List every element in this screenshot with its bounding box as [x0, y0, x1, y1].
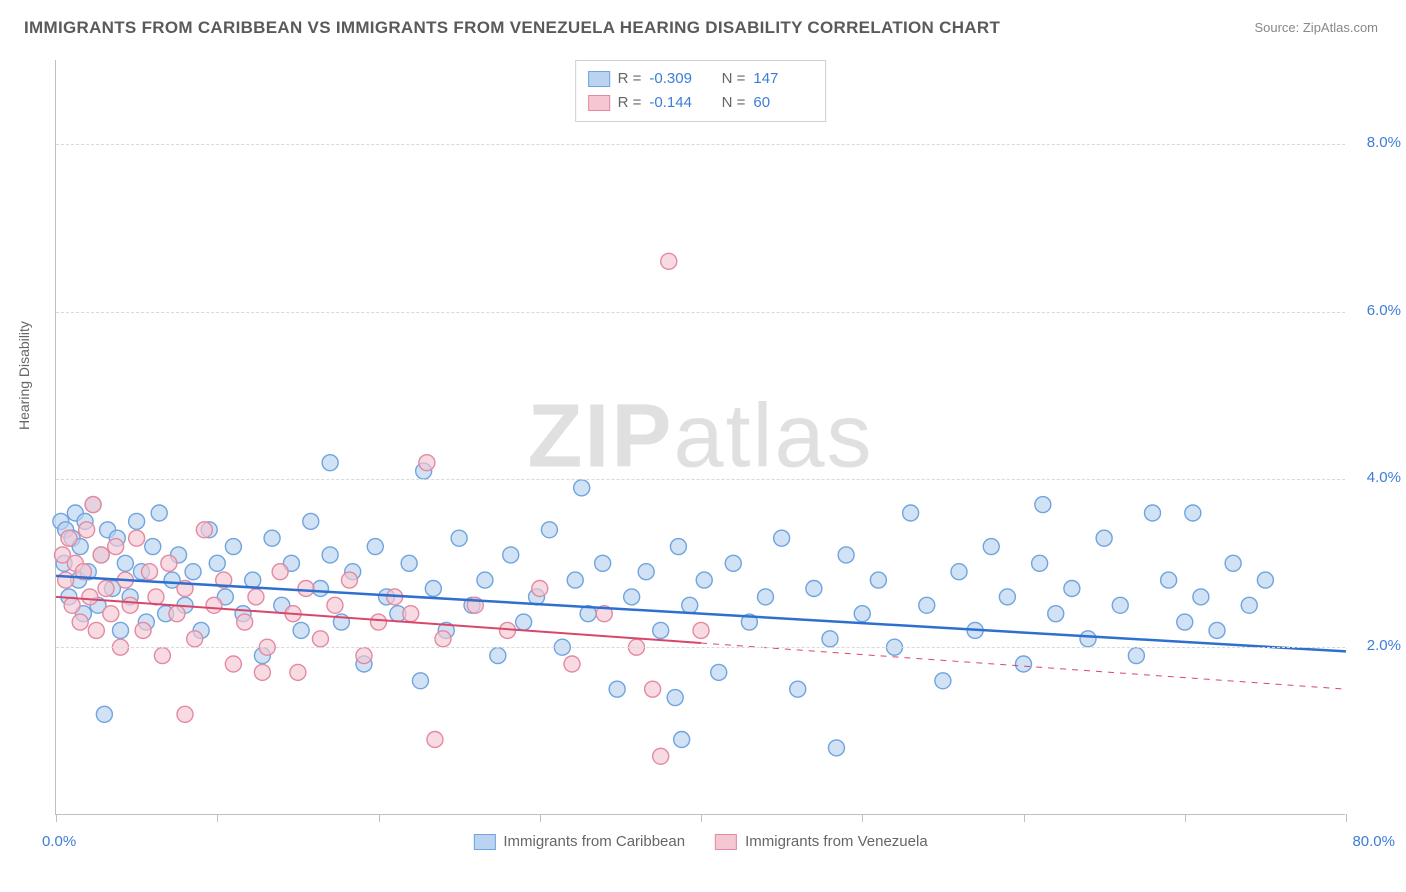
- grid-line: [56, 479, 1345, 480]
- legend-stats-box: R = -0.309 N = 147 R = -0.144 N = 60: [575, 60, 827, 122]
- grid-line: [56, 312, 1345, 313]
- r-label-2: R =: [618, 91, 642, 115]
- x-axis-start-label: 0.0%: [42, 833, 76, 850]
- x-tick: [217, 814, 218, 822]
- x-tick: [56, 814, 57, 822]
- legend-item-caribbean: Immigrants from Caribbean: [473, 833, 685, 850]
- x-tick: [1024, 814, 1025, 822]
- x-axis-end-label: 80.0%: [1352, 833, 1395, 850]
- r-value-1: -0.309: [649, 67, 709, 91]
- legend-label-venezuela: Immigrants from Venezuela: [745, 833, 928, 850]
- legend-item-venezuela: Immigrants from Venezuela: [715, 833, 928, 850]
- swatch-venezuela: [588, 95, 610, 111]
- grid-line: [56, 647, 1345, 648]
- swatch-venezuela-bottom: [715, 834, 737, 850]
- chart-title: IMMIGRANTS FROM CARIBBEAN VS IMMIGRANTS …: [24, 18, 1000, 38]
- x-tick: [701, 814, 702, 822]
- y-tick-label: 8.0%: [1367, 134, 1401, 151]
- chart-svg: [56, 60, 1345, 814]
- legend-stats-row-1: R = -0.309 N = 147: [588, 67, 814, 91]
- x-tick: [1185, 814, 1186, 822]
- swatch-caribbean: [588, 71, 610, 87]
- n-value-2: 60: [753, 91, 813, 115]
- r-value-2: -0.144: [649, 91, 709, 115]
- n-label-1: N =: [717, 67, 745, 91]
- r-label-1: R =: [618, 67, 642, 91]
- grid-line: [56, 144, 1345, 145]
- y-tick-label: 4.0%: [1367, 469, 1401, 486]
- y-tick-label: 6.0%: [1367, 302, 1401, 319]
- y-axis-label: Hearing Disability: [16, 321, 32, 430]
- source-attribution: Source: ZipAtlas.com: [1254, 20, 1378, 35]
- legend-label-caribbean: Immigrants from Caribbean: [503, 833, 685, 850]
- n-value-1: 147: [753, 67, 813, 91]
- x-tick: [862, 814, 863, 822]
- x-tick: [379, 814, 380, 822]
- x-tick: [540, 814, 541, 822]
- n-label-2: N =: [717, 91, 745, 115]
- plot-area: ZIPatlas R = -0.309 N = 147 R = -0.144 N…: [55, 60, 1345, 815]
- y-tick-label: 2.0%: [1367, 637, 1401, 654]
- x-tick: [1346, 814, 1347, 822]
- bottom-legend: Immigrants from Caribbean Immigrants fro…: [473, 833, 927, 850]
- swatch-caribbean-bottom: [473, 834, 495, 850]
- legend-stats-row-2: R = -0.144 N = 60: [588, 91, 814, 115]
